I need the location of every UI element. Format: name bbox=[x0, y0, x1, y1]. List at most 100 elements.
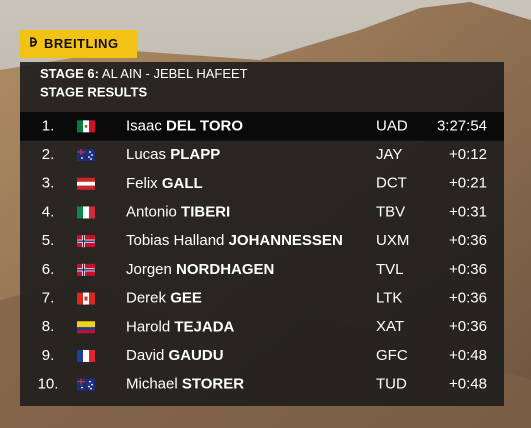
rider-name: Derek GEE bbox=[126, 290, 202, 307]
rank: 6. bbox=[42, 261, 55, 278]
flag-part bbox=[89, 292, 95, 305]
stage-header: STAGE 6: AL AIN - JEBEL HAFEET bbox=[40, 66, 248, 81]
last-name: GEE bbox=[170, 290, 202, 307]
flag bbox=[77, 235, 95, 248]
flag bbox=[77, 263, 95, 276]
rider-name: Harold TEJADA bbox=[126, 318, 235, 335]
flag-part bbox=[84, 296, 88, 301]
flag bbox=[77, 206, 95, 219]
brand-box bbox=[20, 30, 137, 58]
team-code: UXM bbox=[376, 232, 409, 249]
flag bbox=[77, 149, 95, 162]
team-code: UAD bbox=[376, 117, 408, 134]
first-name: Lucas bbox=[126, 146, 166, 163]
last-name: GALL bbox=[162, 175, 203, 192]
flag bbox=[77, 321, 95, 334]
panel-title: STAGE RESULTS bbox=[40, 84, 147, 99]
rider-name: Isaac DEL TORO bbox=[126, 117, 243, 134]
team-code: XAT bbox=[376, 318, 404, 335]
flag-part bbox=[77, 240, 95, 242]
results-rows: 1. Isaac DEL TORO UAD 3:27:54 2. Lucas PLAPP J… bbox=[20, 112, 504, 393]
flag bbox=[77, 349, 95, 362]
flag-part bbox=[84, 124, 88, 128]
flag-part bbox=[77, 206, 83, 219]
flag-part bbox=[77, 321, 95, 328]
first-name: Derek bbox=[126, 290, 167, 307]
rider-name: Michael STORER bbox=[126, 376, 244, 393]
first-name: Harold bbox=[126, 318, 170, 335]
flag-part bbox=[88, 385, 90, 388]
last-name: PLAPP bbox=[170, 146, 220, 163]
time: 3:27:54 bbox=[437, 117, 487, 134]
row-highlight bbox=[20, 112, 504, 141]
flag bbox=[77, 120, 95, 133]
last-name: STORER bbox=[182, 376, 244, 393]
last-name: JOHANNESSEN bbox=[229, 232, 343, 249]
rider-name: David GAUDU bbox=[126, 347, 224, 364]
flag-part bbox=[83, 206, 89, 219]
team-code: TUD bbox=[376, 376, 407, 393]
rank: 8. bbox=[42, 318, 55, 335]
flag-part bbox=[77, 327, 95, 331]
time: +0:21 bbox=[449, 175, 487, 192]
flag-part bbox=[77, 177, 95, 182]
rank: 4. bbox=[42, 203, 55, 220]
flag bbox=[77, 292, 95, 305]
team-code: LTK bbox=[376, 290, 402, 307]
flag-part bbox=[77, 269, 95, 271]
flag-part bbox=[81, 157, 83, 159]
last-name: GAUDU bbox=[169, 347, 224, 364]
flag-part bbox=[90, 158, 92, 160]
rider-name: Lucas PLAPP bbox=[126, 146, 220, 163]
brand-icon bbox=[30, 37, 37, 47]
team-code: JAY bbox=[376, 146, 402, 163]
rank: 7. bbox=[42, 290, 55, 307]
flag-part bbox=[89, 206, 95, 219]
flag-part bbox=[90, 387, 92, 390]
stage-number: STAGE 6: bbox=[40, 66, 99, 81]
rank: 9. bbox=[42, 347, 55, 364]
brand-name: BREITLING bbox=[44, 36, 119, 51]
rank: 5. bbox=[42, 232, 55, 249]
flag bbox=[77, 378, 95, 391]
last-name: DEL TORO bbox=[166, 117, 243, 134]
time: +0:12 bbox=[449, 146, 487, 163]
flag-part bbox=[77, 292, 83, 305]
flag-part bbox=[89, 120, 95, 133]
rider-name: Tobias Halland JOHANNESSEN bbox=[126, 232, 343, 249]
rider-name: Felix GALL bbox=[126, 175, 203, 192]
rank: 3. bbox=[42, 175, 55, 192]
first-name: Michael bbox=[126, 376, 178, 393]
time: +0:36 bbox=[449, 290, 487, 307]
time: +0:36 bbox=[449, 232, 487, 249]
flag-part bbox=[88, 156, 90, 158]
flag-part bbox=[77, 120, 83, 133]
flag bbox=[77, 177, 95, 190]
flag-part bbox=[83, 349, 89, 362]
flag-part bbox=[77, 181, 95, 186]
rank: 10. bbox=[38, 376, 59, 393]
first-name: Antonio bbox=[126, 203, 177, 220]
stage-route: AL AIN - JEBEL HAFEET bbox=[102, 66, 248, 81]
flag-part bbox=[89, 151, 91, 153]
first-name: Isaac bbox=[126, 117, 162, 134]
flag-part bbox=[91, 383, 93, 386]
rank: 2. bbox=[42, 146, 55, 163]
first-name: David bbox=[126, 347, 164, 364]
time: +0:48 bbox=[449, 376, 487, 393]
flag-part bbox=[89, 349, 95, 362]
flag-part bbox=[91, 154, 93, 156]
last-name: NORDHAGEN bbox=[176, 261, 274, 278]
flag-part bbox=[77, 330, 95, 334]
last-name: TEJADA bbox=[174, 318, 234, 335]
time: +0:36 bbox=[449, 261, 487, 278]
last-name: TIBERI bbox=[181, 203, 230, 220]
flag-part bbox=[80, 378, 82, 385]
flag-part bbox=[80, 149, 82, 156]
rider-name: Antonio TIBERI bbox=[126, 203, 230, 220]
flag-part bbox=[89, 380, 91, 383]
time: +0:36 bbox=[449, 318, 487, 335]
time: +0:48 bbox=[449, 347, 487, 364]
